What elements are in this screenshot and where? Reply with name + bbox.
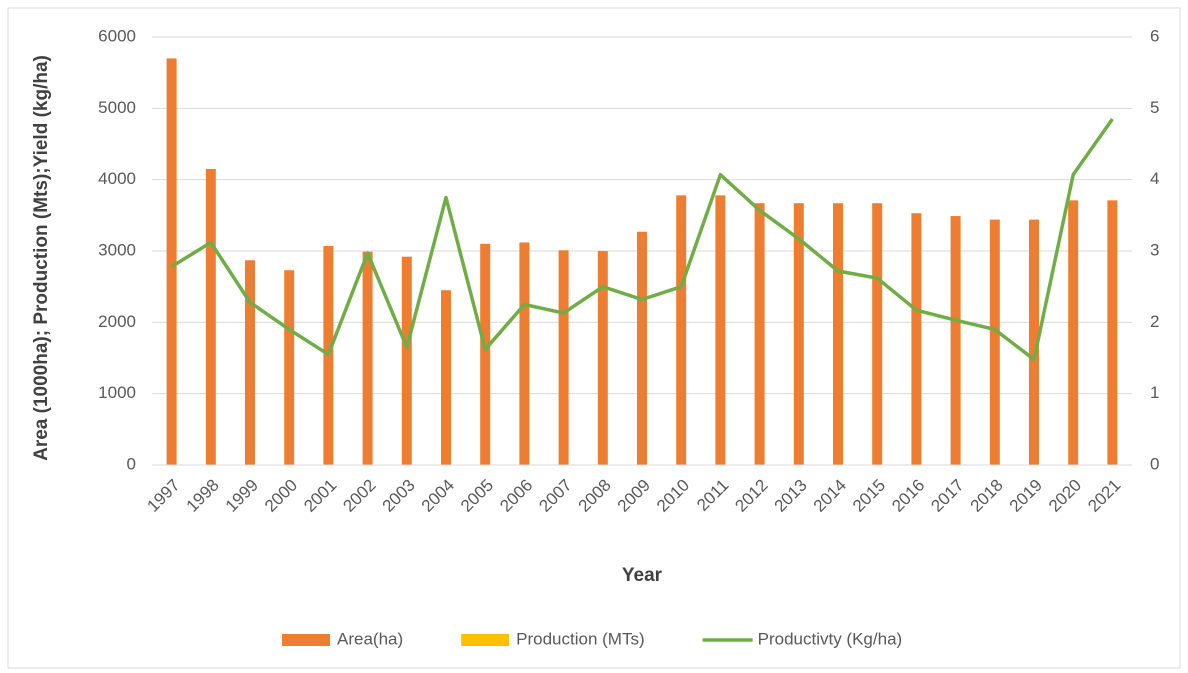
chart-border bbox=[7, 7, 1181, 669]
legend-label: Production (MTs) bbox=[516, 629, 644, 648]
bar bbox=[637, 231, 647, 465]
legend-swatch bbox=[282, 634, 330, 646]
bar bbox=[754, 203, 765, 465]
bar bbox=[715, 195, 726, 466]
y-tick-label: 0 bbox=[127, 454, 136, 473]
y-tick-label: 6000 bbox=[98, 26, 136, 45]
bar bbox=[911, 213, 922, 465]
y2-tick-label: 0 bbox=[1150, 454, 1159, 473]
bar bbox=[872, 203, 883, 465]
y-tick-label: 4000 bbox=[98, 169, 136, 188]
bar bbox=[1068, 200, 1079, 465]
y-tick-label: 5000 bbox=[98, 98, 136, 117]
y-tick-label: 1000 bbox=[98, 383, 136, 402]
bar bbox=[519, 242, 530, 465]
legend-swatch bbox=[461, 634, 510, 646]
bar bbox=[401, 256, 412, 465]
bar bbox=[950, 216, 961, 465]
y-tick-label: 3000 bbox=[98, 240, 136, 259]
bar bbox=[166, 58, 177, 466]
y2-tick-label: 5 bbox=[1150, 98, 1159, 117]
y-tick-label: 2000 bbox=[98, 312, 136, 331]
y2-tick-label: 6 bbox=[1150, 26, 1159, 45]
bar bbox=[441, 290, 451, 465]
legend-label: Productivty (Kg/ha) bbox=[758, 629, 903, 648]
bar bbox=[284, 270, 295, 465]
bar bbox=[558, 250, 569, 465]
y-axis-title: Area (1000ha); Production (Mts);Yield (k… bbox=[31, 55, 52, 461]
line bbox=[170, 118, 1114, 362]
legend-label: Area(ha) bbox=[337, 629, 403, 648]
bar bbox=[480, 243, 491, 465]
bar bbox=[205, 168, 216, 465]
bar bbox=[833, 203, 843, 465]
bar bbox=[1029, 219, 1039, 465]
y2-tick-label: 1 bbox=[1150, 383, 1159, 402]
bar bbox=[362, 251, 373, 465]
bar bbox=[793, 203, 804, 465]
bar bbox=[676, 195, 687, 466]
x-axis-title: Year bbox=[622, 565, 663, 586]
bar bbox=[989, 219, 1000, 465]
y2-tick-label: 4 bbox=[1150, 169, 1159, 188]
y2-tick-label: 3 bbox=[1150, 240, 1159, 259]
y2-tick-label: 2 bbox=[1150, 312, 1159, 331]
bar bbox=[1107, 200, 1118, 465]
bar bbox=[597, 251, 608, 465]
bar bbox=[245, 260, 255, 465]
